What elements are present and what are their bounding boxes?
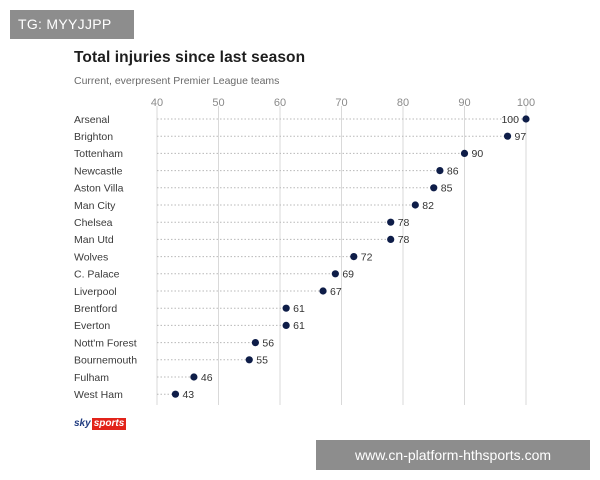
data-point <box>331 270 339 278</box>
team-label: Tottenham <box>74 148 123 160</box>
value-label: 82 <box>422 200 434 212</box>
value-label: 61 <box>293 320 305 332</box>
value-label: 85 <box>441 183 453 195</box>
team-label: Brighton <box>74 131 113 143</box>
team-label: Bournemouth <box>74 355 137 367</box>
data-point <box>387 235 395 243</box>
data-point <box>245 356 253 364</box>
team-label: Arsenal <box>74 114 110 126</box>
x-tick-label: 70 <box>335 97 347 109</box>
value-label: 100 <box>501 114 519 126</box>
value-label: 61 <box>293 303 305 315</box>
team-label: Newcastle <box>74 165 123 177</box>
team-label: Man City <box>74 200 116 212</box>
x-tick-label: 100 <box>517 97 535 109</box>
team-label: West Ham <box>74 389 123 401</box>
data-point <box>436 167 444 175</box>
x-tick-label: 60 <box>274 97 286 109</box>
data-point <box>522 115 530 123</box>
team-label: Wolves <box>74 251 108 263</box>
data-point <box>387 218 395 226</box>
data-point <box>411 201 419 209</box>
value-label: 67 <box>330 286 342 298</box>
data-point <box>282 304 290 312</box>
x-tick-label: 50 <box>212 97 224 109</box>
team-label: C. Palace <box>74 269 120 281</box>
watermark-bottom: www.cn-platform-hthsports.com <box>316 440 590 470</box>
team-label: Aston Villa <box>74 183 124 195</box>
value-label: 56 <box>262 337 274 349</box>
x-tick-label: 90 <box>458 97 470 109</box>
team-label: Brentford <box>74 303 117 315</box>
value-label: 69 <box>342 269 354 281</box>
sky-sports-logo: sky sports <box>74 418 127 430</box>
data-point <box>430 184 438 192</box>
brand-sports: sports <box>91 418 127 430</box>
team-label: Liverpool <box>74 286 117 298</box>
data-point <box>503 132 512 140</box>
watermark-top: TG: MYYJJPP <box>10 10 134 39</box>
team-label: Man Utd <box>74 234 114 246</box>
team-label: Everton <box>74 320 110 332</box>
chart-subtitle: Current, everpresent Premier League team… <box>74 75 280 87</box>
team-label: Chelsea <box>74 217 113 229</box>
data-point <box>350 253 358 261</box>
data-point <box>319 287 327 295</box>
data-point <box>190 373 198 381</box>
value-label: 43 <box>182 389 194 401</box>
x-tick-label: 80 <box>397 97 409 109</box>
value-label: 78 <box>398 217 410 229</box>
value-label: 72 <box>361 251 373 263</box>
team-label: Nott'm Forest <box>74 337 137 349</box>
data-point <box>251 339 259 347</box>
team-label: Fulham <box>74 372 109 384</box>
value-label: 78 <box>398 234 410 246</box>
value-label: 97 <box>515 131 527 143</box>
value-label: 86 <box>447 165 459 177</box>
brand-sky: sky <box>74 418 91 429</box>
chart-title: Total injuries since last season <box>74 49 306 66</box>
data-point <box>171 390 180 398</box>
value-label: 46 <box>201 372 213 384</box>
value-label: 90 <box>472 148 484 160</box>
data-point <box>460 149 469 157</box>
x-tick-label: 40 <box>151 97 163 109</box>
data-point <box>282 321 290 329</box>
value-label: 55 <box>256 355 268 367</box>
